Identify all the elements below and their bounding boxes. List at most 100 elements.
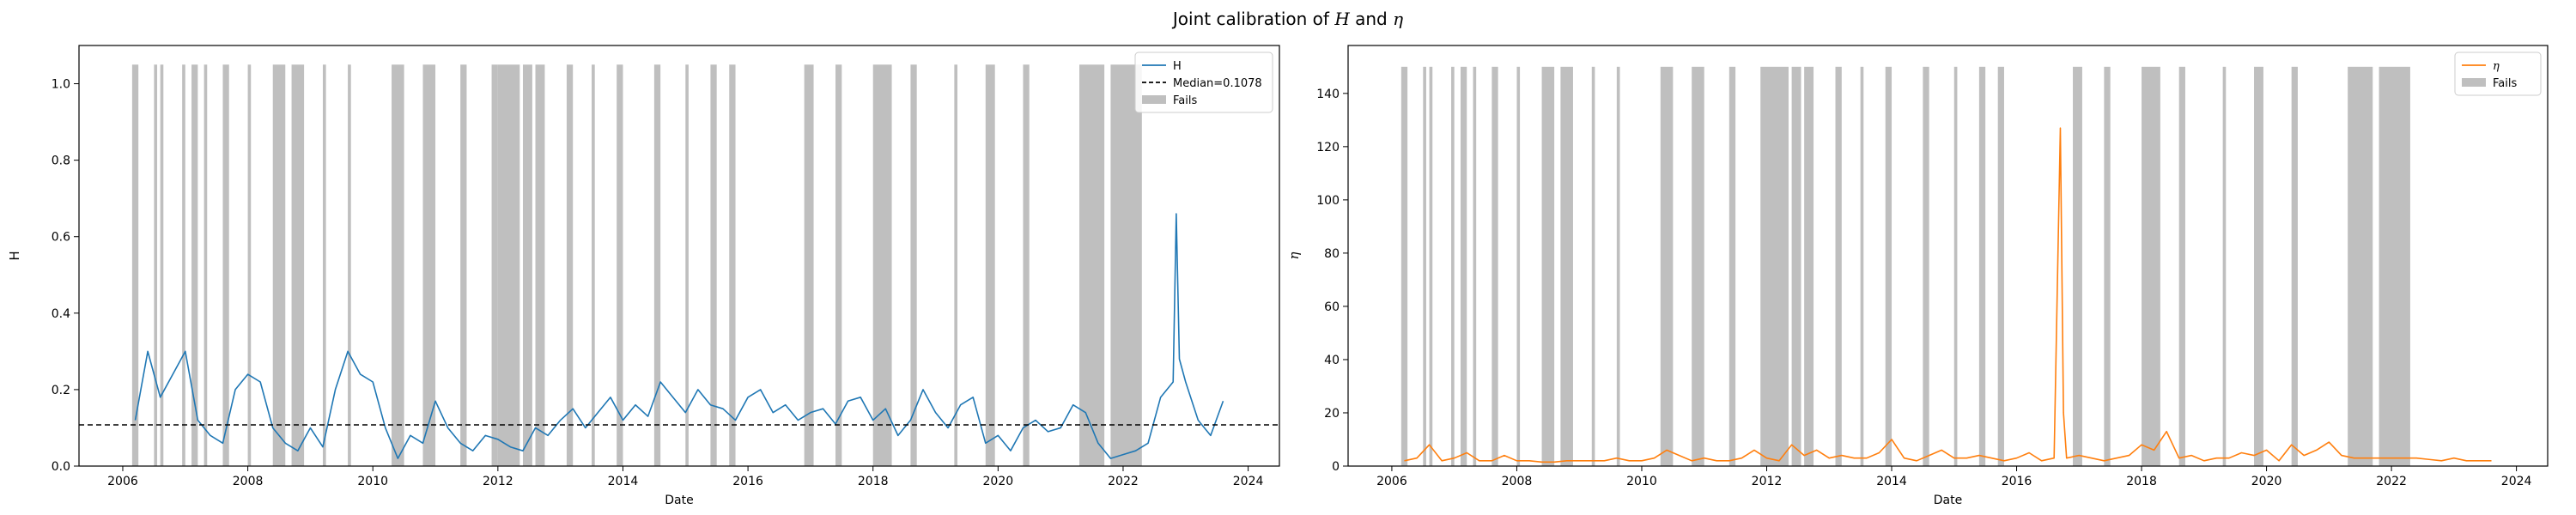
h-legend-box xyxy=(1134,52,1273,113)
eta-fail-band-7 xyxy=(1516,66,1521,466)
eta-x-tick-label-6: 2018 xyxy=(2126,475,2157,488)
eta-y-tick-label-0: 0 xyxy=(1332,460,1340,474)
h-panel: 2006 2008 2010 2012 2014 2016 2018 2020 2022 2024… xyxy=(7,45,1280,507)
eta-axes-frame xyxy=(1347,45,2549,467)
h-series-line xyxy=(134,213,1224,459)
title-mid: and xyxy=(1349,9,1394,29)
eta-fail-band-0 xyxy=(1400,66,1408,466)
h-fail-band-31 xyxy=(985,64,995,467)
eta-y-tick-label-7: 140 xyxy=(1316,88,1340,101)
eta-series-line xyxy=(1404,127,2492,464)
eta-fail-band-4 xyxy=(1460,66,1467,466)
h-fail-band-33 xyxy=(1079,64,1105,467)
h-fail-band-7 xyxy=(247,64,252,467)
eta-fail-band-8 xyxy=(1541,66,1555,466)
eta-fail-band-19 xyxy=(1835,66,1842,466)
eta-y-tick-label-6: 120 xyxy=(1316,141,1340,154)
h-x-tick-label-9: 2024 xyxy=(1233,475,1264,488)
eta-fail-band-3 xyxy=(1451,66,1455,466)
h-x-tick-label-1: 2008 xyxy=(233,475,264,488)
h-fail-band-23 xyxy=(685,64,689,467)
title-var-h: H xyxy=(1334,9,1350,29)
h-fail-band-19 xyxy=(566,64,574,467)
h-fail-band-2 xyxy=(160,64,164,467)
eta-fail-band-15 xyxy=(1760,66,1767,466)
h-fail-band-12 xyxy=(392,64,404,467)
h-fail-band-14 xyxy=(460,64,467,467)
eta-x-tick-label-5: 2016 xyxy=(2002,475,2032,488)
eta-y-tick-label-2: 40 xyxy=(1324,354,1340,367)
eta-fail-band-21 xyxy=(1885,66,1893,466)
title-var-eta: η xyxy=(1393,9,1404,29)
h-x-tick-label-3: 2012 xyxy=(483,475,513,488)
h-fail-band-4 xyxy=(191,64,198,467)
h-fail-band-27 xyxy=(835,64,842,467)
h-fail-band-28 xyxy=(872,64,892,467)
eta-fail-band-12 xyxy=(1660,66,1674,466)
eta-legend-label-1: Fails xyxy=(2493,77,2517,90)
eta-x-axis-label: Date xyxy=(1934,494,1962,507)
h-fail-band-18 xyxy=(535,64,545,467)
h-x-tick-label-2: 2010 xyxy=(357,475,388,488)
eta-fail-band-9 xyxy=(1560,66,1573,466)
eta-y-axis-label: η xyxy=(1286,252,1302,260)
eta-x-tick-label-7: 2020 xyxy=(2251,475,2282,488)
h-axes-frame xyxy=(78,45,1280,467)
h-y-tick-label-2: 0.4 xyxy=(52,307,70,321)
h-fail-band-21 xyxy=(617,64,623,467)
h-fail-band-0 xyxy=(131,64,139,467)
eta-fail-band-22 xyxy=(1923,66,1929,466)
h-fail-band-10 xyxy=(322,64,326,467)
title-prefix: Joint calibration of xyxy=(1172,9,1335,29)
eta-fail-band-10 xyxy=(1591,66,1595,466)
h-y-tick-label-3: 0.6 xyxy=(52,231,70,245)
h-fail-band-13 xyxy=(422,64,436,467)
eta-x-tick-label-0: 2006 xyxy=(1376,475,1407,488)
eta-fail-band-25 xyxy=(1997,66,2004,466)
h-legend-label-1: Median=0.1078 xyxy=(1173,77,1262,90)
h-y-tick-label-5: 1.0 xyxy=(52,78,70,92)
h-fail-band-11 xyxy=(348,64,351,467)
h-fail-band-20 xyxy=(592,64,595,467)
eta-fail-band-18 xyxy=(1804,66,1814,466)
eta-y-tick-label-4: 80 xyxy=(1324,247,1340,261)
h-fail-band-29 xyxy=(910,64,917,467)
h-fail-band-24 xyxy=(710,64,717,467)
h-fail-band-17 xyxy=(522,64,532,467)
eta-fail-band-32 xyxy=(2291,66,2298,466)
eta-x-tick-label-4: 2014 xyxy=(1876,475,1907,488)
eta-fail-band-29 xyxy=(2178,66,2185,466)
eta-fail-band-5 xyxy=(1473,66,1477,466)
h-fail-band-16 xyxy=(497,64,520,467)
h-fail-band-9 xyxy=(291,64,305,467)
eta-y-tick-label-5: 100 xyxy=(1316,194,1340,208)
figure-title: Joint calibration of H and η xyxy=(0,9,2576,29)
eta-fail-band-17 xyxy=(1791,66,1801,466)
h-x-tick-label-8: 2022 xyxy=(1108,475,1139,488)
h-fail-band-5 xyxy=(204,64,208,467)
h-x-tick-label-0: 2006 xyxy=(107,475,138,488)
eta-fail-band-16 xyxy=(1766,66,1789,466)
h-legend-swatch-2 xyxy=(1142,95,1166,104)
eta-fail-band-31 xyxy=(2254,66,2263,466)
eta-fail-band-33 xyxy=(2348,66,2373,466)
h-fail-band-34 xyxy=(1110,64,1142,467)
h-fail-band-1 xyxy=(154,64,158,467)
h-fail-band-6 xyxy=(222,64,229,467)
eta-fail-band-13 xyxy=(1692,66,1704,466)
h-fail-band-30 xyxy=(954,64,958,467)
h-x-tick-label-6: 2018 xyxy=(858,475,889,488)
h-x-axis-label: Date xyxy=(665,494,693,507)
h-fail-band-25 xyxy=(729,64,736,467)
eta-legend-swatch-1 xyxy=(2462,78,2486,87)
eta-x-tick-label-9: 2024 xyxy=(2501,475,2532,488)
eta-fails-group xyxy=(1400,66,2410,466)
eta-fail-band-23 xyxy=(1953,66,1958,466)
eta-fail-band-6 xyxy=(1492,66,1498,466)
h-fail-band-8 xyxy=(272,64,286,467)
eta-x-tick-label-3: 2012 xyxy=(1752,475,1783,488)
h-y-axis-label: H xyxy=(7,251,22,260)
h-fail-band-15 xyxy=(491,64,498,467)
h-fail-band-26 xyxy=(804,64,814,467)
